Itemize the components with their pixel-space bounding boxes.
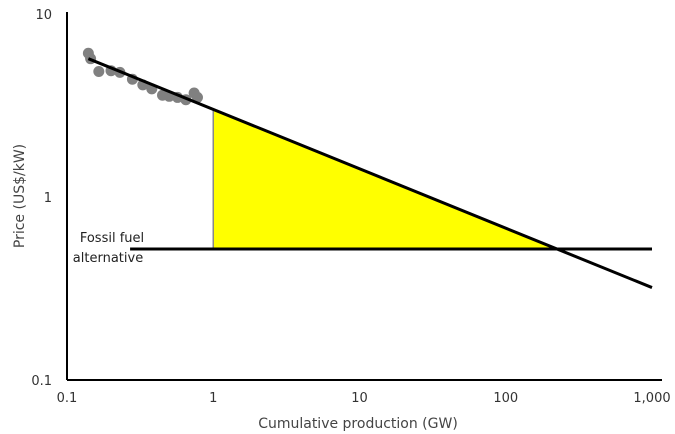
x-axis-label: Cumulative production (GW) xyxy=(258,416,458,432)
y-tick-label: 0.1 xyxy=(31,374,52,389)
experience-curve-line xyxy=(87,57,653,289)
fossil-fuel-label-line1: Fossil fuel xyxy=(80,231,144,246)
x-tick-label: 0.1 xyxy=(57,391,78,406)
data-point xyxy=(191,91,203,103)
plot-area xyxy=(82,47,653,289)
tick-labels: 0.1 1 10 100 1,000 0.1 1 10 xyxy=(31,8,670,406)
y-tick-label: 10 xyxy=(35,8,52,23)
data-point xyxy=(93,66,105,78)
y-tick-label: 1 xyxy=(44,191,52,206)
y-axis-label: Price (US$/kW) xyxy=(12,144,28,248)
axes xyxy=(66,12,662,381)
x-tick-label: 1,000 xyxy=(633,391,670,406)
x-tick-label: 10 xyxy=(351,391,368,406)
x-tick-label: 100 xyxy=(493,391,518,406)
x-tick-label: 1 xyxy=(209,391,217,406)
fossil-fuel-label-line2: alternative xyxy=(73,251,143,266)
